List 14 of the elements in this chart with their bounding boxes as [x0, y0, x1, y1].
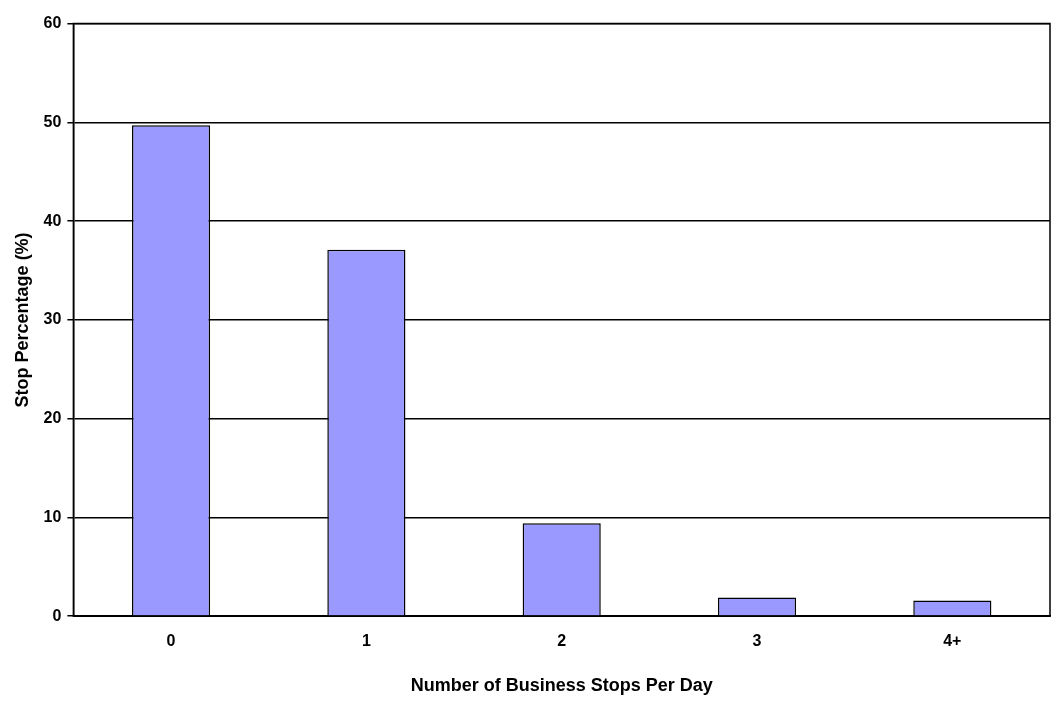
x-axis-title: Number of Business Stops Per Day — [410, 675, 713, 696]
y-tick-label: 30 — [43, 310, 62, 328]
y-tick-label: 40 — [43, 211, 62, 229]
y-tick-label: 60 — [43, 14, 62, 32]
y-tick-label: 20 — [43, 409, 62, 427]
y-axis-title: Stop Percentage (%) — [11, 232, 32, 408]
y-tick-label: 50 — [43, 112, 62, 130]
x-tick-label: 1 — [361, 632, 371, 650]
y-tick-label: 0 — [52, 606, 62, 624]
x-tick-label: 3 — [752, 632, 762, 650]
x-tick-label: 2 — [557, 632, 567, 650]
x-tick-label: 4+ — [943, 632, 962, 650]
x-tick-label: 0 — [166, 632, 176, 650]
y-tick-label: 10 — [43, 507, 62, 525]
